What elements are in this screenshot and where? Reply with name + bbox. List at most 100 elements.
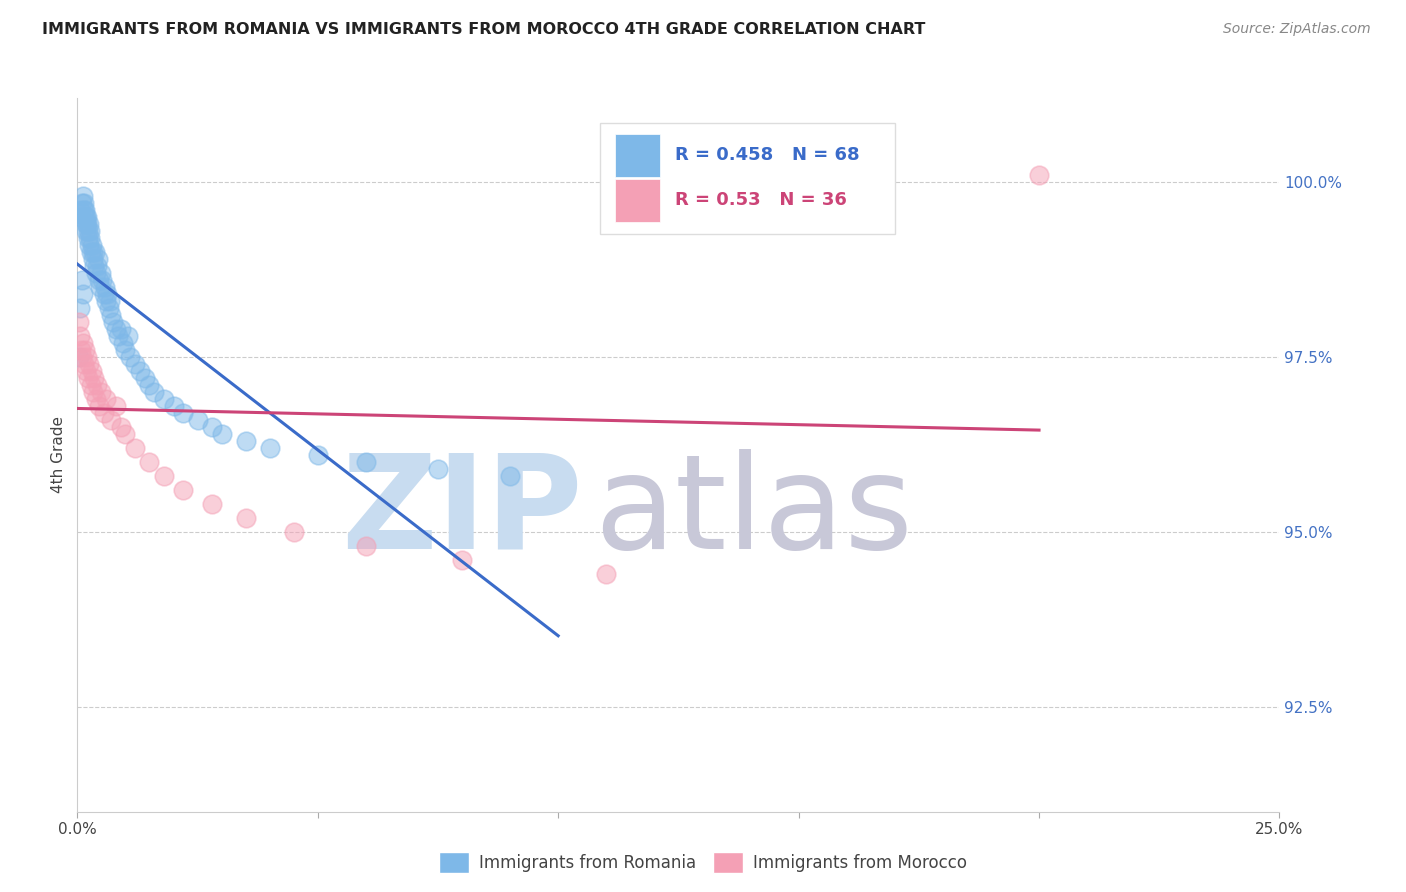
Point [83, 245, 105, 260]
Point [354, 455, 377, 469]
Point [73, 202, 96, 217]
Point [138, 378, 160, 392]
Point [110, 322, 132, 336]
Point [427, 462, 450, 476]
Point [283, 524, 305, 539]
Y-axis label: 4th Grade: 4th Grade [51, 417, 66, 493]
Point [187, 413, 209, 427]
Point [77, 371, 100, 385]
Point [172, 406, 194, 420]
Point [75, 217, 97, 231]
Point [70, 343, 93, 357]
Point [67, 315, 90, 329]
Point [117, 329, 139, 343]
Point [73, 343, 96, 357]
Point [235, 434, 257, 448]
Point [499, 469, 522, 483]
Point [143, 384, 166, 399]
Point [201, 497, 224, 511]
Point [73, 196, 96, 211]
FancyBboxPatch shape [614, 134, 661, 177]
Point [80, 245, 103, 260]
Point [98, 293, 121, 308]
Point [77, 217, 100, 231]
Point [80, 238, 103, 252]
Point [82, 252, 104, 266]
Point [79, 238, 101, 252]
Point [79, 357, 101, 371]
Point [84, 266, 107, 280]
Text: IMMIGRANTS FROM ROMANIA VS IMMIGRANTS FROM MOROCCO 4TH GRADE CORRELATION CHART: IMMIGRANTS FROM ROMANIA VS IMMIGRANTS FR… [42, 22, 925, 37]
Text: R = 0.53   N = 36: R = 0.53 N = 36 [675, 191, 846, 209]
Point [82, 245, 104, 260]
Point [153, 469, 176, 483]
Point [86, 252, 108, 266]
Point [77, 231, 100, 245]
Point [201, 420, 224, 434]
Point [94, 280, 117, 294]
Text: ZIP: ZIP [340, 449, 582, 575]
Point [75, 224, 97, 238]
Point [82, 384, 104, 399]
Legend: Immigrants from Romania, Immigrants from Morocco: Immigrants from Romania, Immigrants from… [433, 846, 973, 880]
Point [80, 364, 103, 378]
Point [70, 273, 93, 287]
Point [354, 539, 377, 553]
Point [128, 364, 150, 378]
Point [120, 350, 142, 364]
Point [124, 357, 146, 371]
Point [70, 210, 93, 224]
Point [111, 336, 134, 351]
Point [96, 392, 118, 406]
Point [100, 413, 122, 427]
Point [138, 455, 160, 469]
Point [307, 448, 329, 462]
Point [69, 329, 91, 343]
Point [67, 350, 90, 364]
Point [90, 266, 112, 280]
Point [153, 392, 176, 406]
Text: R = 0.458   N = 68: R = 0.458 N = 68 [675, 146, 859, 164]
Point [89, 280, 111, 294]
Point [73, 357, 96, 371]
Text: atlas: atlas [595, 449, 914, 575]
Point [97, 301, 120, 315]
Point [235, 511, 257, 525]
Point [84, 392, 107, 406]
Point [70, 196, 93, 211]
Point [100, 308, 122, 322]
Point [110, 420, 132, 434]
Point [75, 210, 97, 224]
Point [79, 231, 101, 245]
Point [76, 210, 98, 224]
Point [75, 364, 97, 378]
Point [76, 217, 98, 231]
Point [77, 224, 100, 238]
Point [76, 350, 98, 364]
Point [211, 426, 233, 441]
Point [114, 426, 136, 441]
Point [93, 287, 115, 301]
Point [114, 343, 136, 357]
Point [83, 259, 105, 273]
Point [96, 287, 118, 301]
Point [79, 224, 101, 238]
Point [595, 566, 617, 581]
Point [259, 441, 281, 455]
Point [72, 336, 94, 351]
Point [96, 293, 118, 308]
Point [1028, 168, 1050, 182]
Point [104, 322, 127, 336]
Point [83, 371, 105, 385]
Text: Source: ZipAtlas.com: Source: ZipAtlas.com [1223, 22, 1371, 37]
Point [124, 441, 146, 455]
Point [93, 406, 115, 420]
Point [107, 329, 129, 343]
Point [451, 553, 474, 567]
FancyBboxPatch shape [614, 178, 661, 221]
Point [103, 315, 125, 329]
Point [86, 378, 108, 392]
Point [172, 483, 194, 497]
Point [72, 202, 94, 217]
Point [69, 202, 91, 217]
